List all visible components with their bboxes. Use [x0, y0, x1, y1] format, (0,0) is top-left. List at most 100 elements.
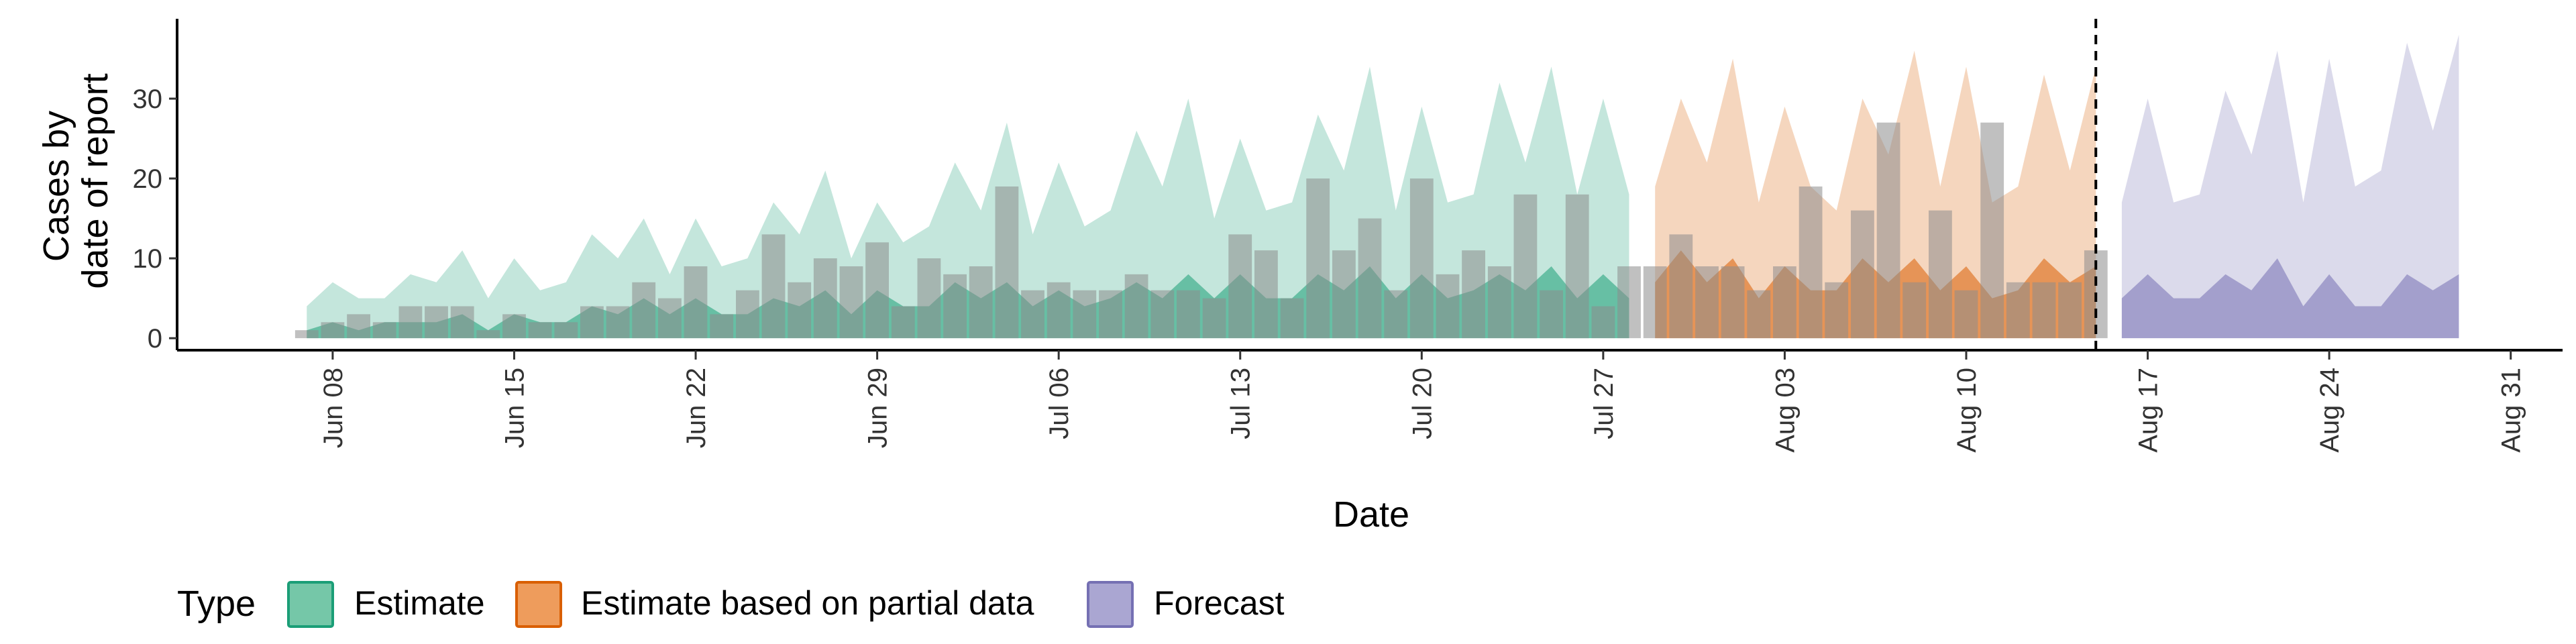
case-bar [425, 306, 448, 339]
case-bar [2006, 282, 2030, 339]
case-bar [684, 266, 708, 339]
case-bar [1954, 290, 1978, 339]
legend: Type Estimate Estimate based on partial … [177, 581, 1285, 628]
case-bar [658, 298, 682, 339]
case-bar [736, 290, 759, 339]
case-bar [1228, 234, 1252, 339]
case-bar [1046, 282, 1071, 339]
case-bar [813, 258, 837, 339]
y-tick-label: 30 [133, 85, 163, 114]
case-bar [1513, 194, 1538, 339]
case-bar [1332, 250, 1356, 339]
x-tick-label: Aug 10 [1952, 368, 1982, 453]
case-bar [398, 306, 423, 339]
case-bar [917, 258, 941, 339]
x-tick-label: Jun 29 [863, 368, 893, 448]
chart-axes [176, 19, 2563, 352]
case-bar [1799, 186, 1823, 339]
x-tick-label: Jul 13 [1226, 368, 1256, 439]
y-axis-title-line-2: date of report [75, 73, 115, 288]
case-bar [1021, 290, 1044, 339]
case-bar [1280, 298, 1304, 339]
case-bar [450, 306, 474, 339]
case-bar [1591, 306, 1615, 339]
case-bar [865, 242, 889, 339]
case-bar [1306, 178, 1330, 339]
case-bar [372, 322, 396, 339]
case-bar [710, 314, 734, 339]
case-bar [1358, 218, 1382, 339]
x-tick-label: Jun 15 [500, 368, 530, 448]
case-bar [528, 322, 552, 339]
case-bar [1643, 266, 1667, 339]
y-axis-title: Cases by date of report [36, 73, 115, 288]
case-bar [476, 330, 500, 339]
case-bar [632, 282, 656, 339]
band-outer-forecast [2121, 34, 2459, 339]
case-bar [1124, 274, 1148, 339]
case-bar [1254, 250, 1278, 339]
y-tick-label: 0 [148, 324, 162, 354]
x-axis-ticks: Jun 08 Jun 15 Jun 22 Jun 29 Jul 06 Jul 13 Jul … [319, 350, 2526, 453]
case-bar [995, 186, 1019, 339]
legend-label-estimate: Estimate [354, 584, 485, 622]
x-tick-label: Aug 03 [1770, 368, 1800, 453]
case-bar [1929, 210, 1952, 339]
case-bar [1073, 290, 1097, 339]
case-bar [1384, 290, 1408, 339]
case-bar [1565, 194, 1589, 339]
case-bar [891, 306, 915, 339]
case-bar [788, 282, 812, 339]
x-tick-label: Aug 17 [2134, 368, 2163, 453]
case-bar [2058, 282, 2082, 339]
case-bar [1409, 178, 1434, 339]
case-bar [1747, 290, 1771, 339]
y-tick-label: 10 [133, 244, 163, 274]
reported-case-bars [294, 122, 2108, 339]
case-bar [502, 314, 526, 339]
x-tick-label: Jun 08 [319, 368, 348, 448]
legend-key-estimate [287, 581, 334, 628]
case-bar [1669, 234, 1693, 339]
x-tick-label: Jul 20 [1407, 368, 1437, 439]
legend-title: Type [177, 584, 256, 624]
case-bar [1099, 290, 1122, 339]
case-bar [554, 322, 578, 339]
y-axis-ticks: 0 10 20 30 [133, 85, 177, 354]
x-axis-title: Date [1333, 494, 1409, 535]
case-bar [1773, 266, 1796, 339]
case-bar [943, 274, 967, 339]
x-tick-label: Jun 22 [682, 368, 711, 448]
case-bar [1202, 298, 1226, 339]
legend-key-partial [515, 581, 562, 628]
legend-label-partial: Estimate based on partial data [581, 584, 1034, 622]
case-bar [1695, 266, 1719, 339]
case-bar [321, 322, 345, 339]
x-tick-label: Aug 31 [2497, 368, 2526, 453]
case-bar [1721, 266, 1745, 339]
estimate-bands [307, 34, 2459, 339]
case-bar [969, 266, 993, 339]
x-tick-label: Aug 24 [2315, 368, 2345, 453]
case-bar [606, 306, 630, 339]
case-bar [1487, 266, 1511, 339]
case-bar [1825, 282, 1849, 339]
case-bar [294, 330, 319, 339]
x-tick-label: Jul 27 [1589, 368, 1619, 439]
case-bar [580, 306, 604, 339]
case-bar [1876, 122, 1900, 339]
legend-key-forecast [1087, 581, 1134, 628]
case-bar [1540, 290, 1563, 339]
legend-label-forecast: Forecast [1154, 584, 1285, 622]
case-bar [347, 314, 370, 339]
case-bar [1851, 210, 1874, 339]
band-inner-forecast [2121, 258, 2459, 339]
band-outer-estimate [307, 66, 1629, 339]
x-tick-label: Jul 06 [1044, 368, 1074, 439]
case-bar [839, 266, 863, 339]
case-bar [1902, 282, 1927, 339]
case-bar [1980, 122, 2004, 339]
case-bar [1177, 290, 1200, 339]
case-bar [2032, 282, 2056, 339]
